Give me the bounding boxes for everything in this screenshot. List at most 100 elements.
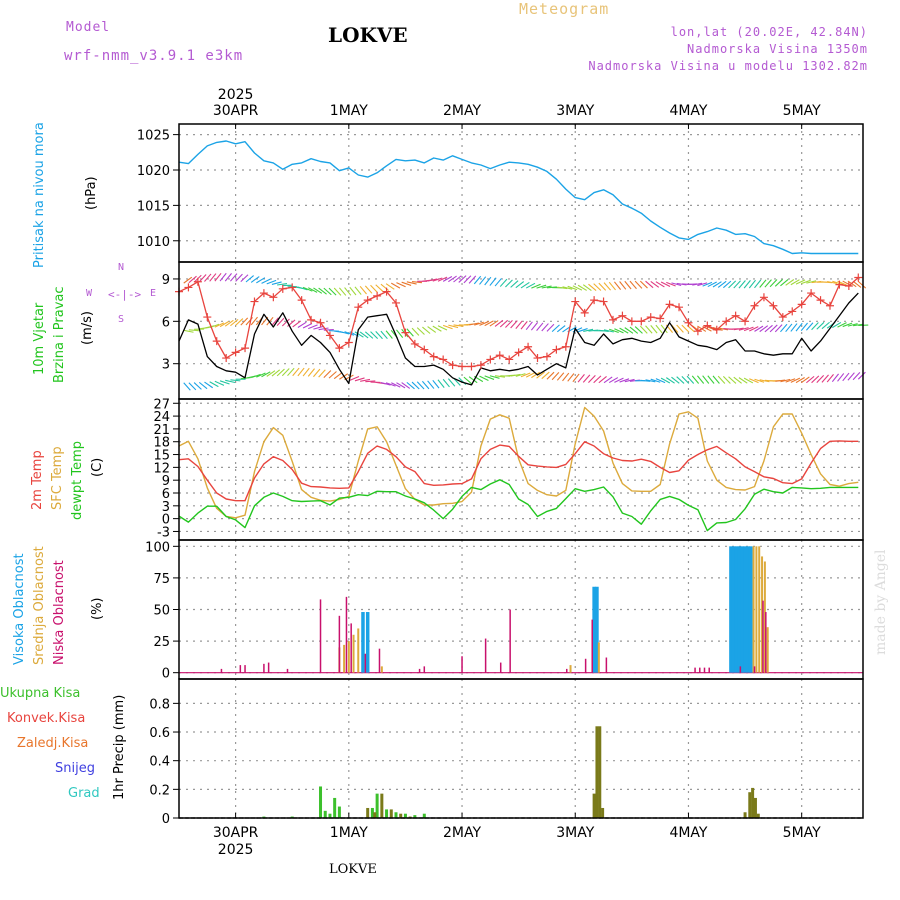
wind-arrow: [785, 323, 793, 333]
wind-arrow: [214, 322, 225, 328]
wind-arrow: [447, 378, 456, 387]
mid-cloud-bar: [758, 546, 761, 673]
wind-arrow: [281, 318, 290, 327]
wind-arrow: [609, 328, 619, 334]
low-cloud-bar: [499, 662, 502, 673]
wind-arrow: [754, 325, 764, 332]
high-cloud-bar: [734, 546, 739, 673]
wind-gust-marker: [542, 352, 551, 361]
wind-arrow: [364, 285, 373, 294]
wind-arrow: [510, 280, 519, 288]
wind-arrow: [832, 321, 842, 329]
y-tick-label: 0.4: [149, 755, 170, 770]
wind-arrow: [577, 284, 587, 291]
wind-arrow: [458, 275, 467, 283]
y-tick-label: 0: [162, 513, 170, 528]
wind-arrow: [619, 327, 629, 334]
year-label-top: 2025: [218, 87, 254, 103]
freezing-rain-bar: [743, 812, 747, 818]
wind-arrow: [588, 374, 596, 383]
wind-arrow: [608, 281, 616, 291]
wind-arrow: [780, 323, 788, 333]
wind-arrow: [832, 280, 843, 285]
mid-cloud-bar: [380, 666, 383, 673]
wind-arrow: [469, 322, 480, 326]
wind-arrow: [546, 371, 555, 380]
wind-arrow: [572, 285, 583, 291]
low-cloud-bar: [591, 619, 593, 673]
wind-arrow: [313, 325, 324, 330]
high-cloud-bar: [737, 546, 742, 673]
mid-cloud-bar: [752, 546, 755, 673]
total-rain-bar: [370, 807, 374, 818]
wind-arrow: [297, 286, 308, 291]
wind-arrow: [852, 372, 861, 381]
wind-arrow: [328, 287, 337, 296]
wind-arrow: [183, 276, 193, 284]
wind-gust-marker: [269, 293, 278, 302]
wind-arrow: [764, 324, 773, 333]
freezing-rain-bar: [373, 812, 377, 818]
wind-arrow: [183, 382, 191, 391]
high-cloud-bar: [729, 546, 733, 673]
low-cloud-bar: [338, 615, 341, 673]
y-tick-label: 9: [162, 474, 170, 489]
y-tick-label: 6: [162, 487, 170, 502]
wind-arrow: [442, 276, 453, 282]
wind-arrow: [406, 281, 417, 285]
wind-arrow: [448, 275, 457, 283]
wind-arrow: [499, 319, 509, 328]
wind-arrow: [406, 381, 415, 390]
wind-arrow: [277, 282, 288, 286]
wind-gust-marker: [363, 296, 372, 305]
freezing-rain-bar: [399, 813, 403, 818]
wind-arrow: [349, 375, 360, 381]
y-tick-label: 1015: [137, 199, 170, 214]
y-tick-label: 100: [145, 540, 170, 555]
total-rain-bar: [375, 793, 379, 818]
model-label: Model: [66, 20, 111, 35]
wind-arrow: [702, 375, 710, 384]
wind-arrow: [525, 372, 536, 378]
wind-gust-marker: [420, 345, 429, 354]
wind-arrow: [655, 378, 666, 384]
freezing-rain-bar: [756, 813, 760, 818]
wind-arrow: [556, 372, 565, 381]
wind-arrow: [738, 327, 749, 331]
wind-gust-marker: [854, 273, 863, 282]
temp-2m-line: [178, 440, 859, 502]
wind-arrow: [577, 328, 588, 333]
wind-arrow: [640, 379, 651, 382]
day-label-top: 4MAY: [669, 103, 707, 119]
wind-arrow: [333, 372, 343, 380]
low-cloud-bar: [319, 599, 322, 673]
wind-arrow: [214, 272, 222, 282]
wind-gust-marker: [778, 313, 787, 322]
wind-arrow: [821, 374, 829, 383]
wind-gust-marker: [608, 315, 617, 324]
wind-arrow: [676, 324, 684, 333]
wind-arrow: [790, 323, 798, 332]
elevation-label: Nadmorska Visina 1350m: [687, 42, 868, 56]
wind-arrow: [826, 374, 834, 383]
wind-gust-marker: [297, 296, 306, 305]
wind-arrow: [717, 375, 726, 384]
wind-gust-marker: [533, 354, 542, 363]
wind-gust-marker: [693, 327, 702, 336]
wind-arrow: [287, 367, 295, 377]
wind-gust-marker: [429, 352, 438, 361]
wind-arrow: [816, 374, 825, 383]
mid-cloud-bar: [343, 644, 346, 673]
y-tick-label: 1010: [137, 235, 170, 250]
wind-arrow: [448, 324, 459, 329]
wind-arrow: [593, 283, 602, 291]
wind-gust-marker: [571, 297, 580, 306]
wind-arrow: [525, 321, 533, 331]
low-cloud-bar: [364, 653, 367, 673]
wind-gust-marker: [193, 277, 202, 286]
wind-arrow: [795, 377, 805, 384]
day-label-top: 5MAY: [783, 103, 821, 119]
wind-arrow: [691, 375, 700, 384]
wind-arrow: [354, 286, 362, 295]
wind-arrow: [214, 380, 225, 386]
